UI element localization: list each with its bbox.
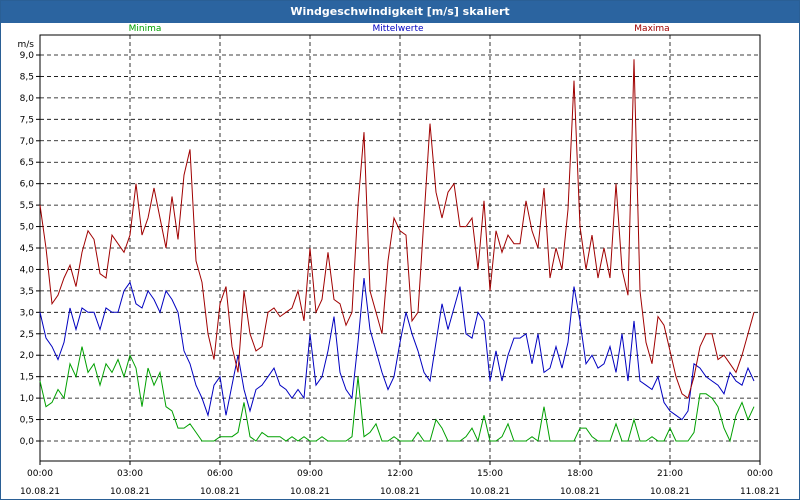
x-tick-date: 10.08.21 xyxy=(110,487,150,497)
y-tick-label: 7,0 xyxy=(20,137,35,147)
series-line-maxima xyxy=(39,59,755,399)
y-tick-label: 2,0 xyxy=(20,351,35,361)
y-tick-label: 9,0 xyxy=(20,51,35,61)
y-axis-unit: m/s xyxy=(18,40,35,50)
series-line-mittelwerte xyxy=(39,277,755,421)
y-tick-label: 0,5 xyxy=(20,416,34,426)
y-tick-label: 2,5 xyxy=(20,330,34,340)
x-tick-date: 10.08.21 xyxy=(380,487,420,497)
x-tick-time: 15:00 xyxy=(477,469,503,479)
y-tick-label: 6,0 xyxy=(20,180,35,190)
y-tick-label: 4,5 xyxy=(20,244,34,254)
x-tick-date: 10.08.21 xyxy=(290,487,330,497)
x-tick-time: 03:00 xyxy=(117,469,143,479)
x-tick-time: 09:00 xyxy=(297,469,323,479)
x-tick-date: 10.08.21 xyxy=(20,487,60,497)
x-tick-date: 10.08.21 xyxy=(200,487,240,497)
series-lines xyxy=(39,59,755,443)
y-tick-label: 5,0 xyxy=(20,223,35,233)
y-tick-label: 6,5 xyxy=(20,158,34,168)
y-tick-label: 3,0 xyxy=(20,308,35,318)
y-tick-label: 4,0 xyxy=(20,265,35,275)
y-tick-label: 1,5 xyxy=(20,373,34,383)
legend-minima: Minima xyxy=(129,24,162,34)
y-tick-label: 0,0 xyxy=(20,437,35,447)
y-tick-label: 5,5 xyxy=(20,201,34,211)
y-tick-label: 3,5 xyxy=(20,287,34,297)
x-tick-time: 00:00 xyxy=(747,469,773,479)
y-tick-label: 8,0 xyxy=(20,94,35,104)
x-tick-date: 10.08.21 xyxy=(650,487,690,497)
x-tick-date: 11.08.21 xyxy=(740,487,780,497)
x-tick-date: 10.08.21 xyxy=(470,487,510,497)
y-tick-label: 1,0 xyxy=(20,394,35,404)
x-tick-time: 12:00 xyxy=(387,469,413,479)
legend-maxima: Maxima xyxy=(634,24,669,34)
plot-frame xyxy=(39,34,761,462)
x-tick-time: 06:00 xyxy=(207,469,233,479)
window-title: Windgeschwindigkeit [m/s] skaliert xyxy=(1,1,799,23)
tick-labels: 0,0 0,5 1,0 1,5 2,0 2,5 3,0 3,5 4,0 4,5 5,0 5,5 6,0 6… xyxy=(18,40,781,497)
grid xyxy=(40,35,760,461)
y-tick-label: 7,5 xyxy=(20,115,34,125)
y-tick-label: 8,5 xyxy=(20,72,34,82)
axes xyxy=(36,34,761,465)
x-tick-time: 21:00 xyxy=(657,469,683,479)
x-tick-time: 18:00 xyxy=(567,469,593,479)
series-line-minima xyxy=(39,346,755,443)
x-tick-time: 00:00 xyxy=(27,469,53,479)
legend: Minima Mittelwerte Maxima xyxy=(129,24,670,34)
legend-mittelwerte: Mittelwerte xyxy=(372,24,423,34)
x-tick-date: 10.08.21 xyxy=(560,487,600,497)
